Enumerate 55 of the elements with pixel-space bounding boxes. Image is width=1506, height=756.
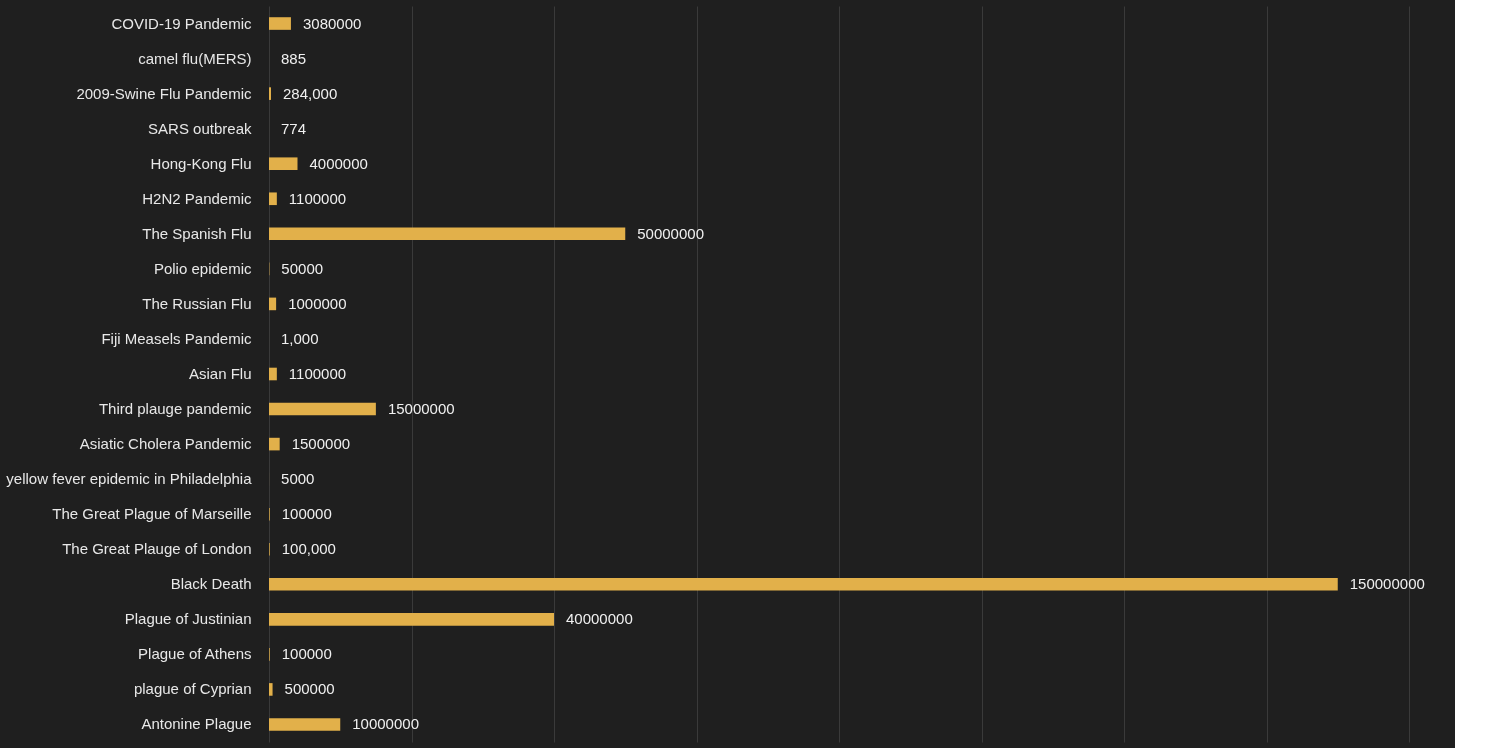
bar <box>269 718 341 731</box>
data-label: 40000000 <box>566 610 633 628</box>
y-tick-label: The Russian Flu <box>142 294 252 312</box>
y-tick-label: SARS outbreak <box>148 119 252 137</box>
y-tick-label: 2009-Swine Flu Pandemic <box>76 84 252 102</box>
data-label: 50000 <box>281 259 324 277</box>
data-label: 4000000 <box>309 154 368 172</box>
data-label: 1100000 <box>288 365 347 382</box>
data-label: 100000 <box>281 645 332 663</box>
data-label: 150000000 <box>1349 575 1425 593</box>
y-tick-label: Third plauge pandemic <box>98 400 252 418</box>
y-tick-label: plague of Cyprian <box>133 680 252 698</box>
data-label: 1100000 <box>288 189 347 207</box>
data-label: 50000000 <box>637 224 704 242</box>
bar <box>269 227 626 241</box>
bar <box>269 17 291 30</box>
data-label: 1000000 <box>288 294 347 312</box>
bar <box>269 367 277 381</box>
bar <box>269 577 1338 591</box>
y-tick-label: Black Death <box>170 575 252 593</box>
data-label: 500000 <box>284 680 335 698</box>
y-tick-label: The Spanish Flu <box>142 224 252 242</box>
bar <box>269 683 273 696</box>
data-label: 15000000 <box>387 400 455 418</box>
data-label: 3080000 <box>302 14 362 32</box>
y-tick-label: Asiatic Cholera Pandemic <box>79 435 252 453</box>
y-tick-label: Hong-Kong Flu <box>150 154 252 172</box>
data-label: 284,000 <box>283 84 338 102</box>
data-label: 774 <box>281 119 307 137</box>
y-tick-label: Asian Flu <box>188 365 252 382</box>
bar <box>269 87 272 100</box>
y-tick-label: H2N2 Pandemic <box>142 189 252 207</box>
bar <box>269 192 277 206</box>
data-label: 1,000 <box>281 329 319 347</box>
y-tick-label: yellow fever epidemic in Philadelphia <box>6 470 253 488</box>
y-tick-label: The Great Plauge of London <box>62 540 252 558</box>
data-label: 10000000 <box>352 715 419 733</box>
data-label: 100,000 <box>281 540 336 558</box>
bar <box>269 437 280 451</box>
y-tick-label: Antonine Plague <box>141 715 252 733</box>
bar <box>269 402 376 416</box>
data-label: 5000 <box>281 470 315 488</box>
data-label: 100000 <box>281 505 332 523</box>
y-tick-label: COVID-19 Pandemic <box>111 14 252 32</box>
bar <box>269 157 298 171</box>
data-label: 885 <box>281 49 307 67</box>
y-tick-label: The Great Plague of Marseille <box>52 505 252 523</box>
y-tick-label: Plague of Athens <box>138 645 252 663</box>
y-tick-label: Fiji Measels Pandemic <box>101 329 252 347</box>
y-tick-label: camel flu(MERS) <box>138 49 252 67</box>
bar <box>269 613 554 626</box>
bar <box>269 297 277 311</box>
data-label: 1500000 <box>291 435 351 453</box>
y-tick-label: Polio epidemic <box>153 259 252 277</box>
y-tick-label: Plague of Justinian <box>124 610 252 628</box>
